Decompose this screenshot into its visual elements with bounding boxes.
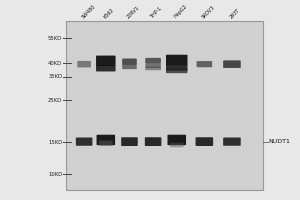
FancyBboxPatch shape	[166, 64, 188, 71]
FancyBboxPatch shape	[145, 137, 161, 146]
FancyBboxPatch shape	[122, 64, 137, 69]
FancyBboxPatch shape	[166, 55, 188, 65]
FancyBboxPatch shape	[121, 137, 138, 146]
FancyBboxPatch shape	[170, 143, 184, 147]
Text: 22RV1: 22RV1	[126, 5, 141, 19]
FancyBboxPatch shape	[99, 141, 112, 146]
Text: 35KD: 35KD	[48, 74, 62, 79]
Text: 293T: 293T	[228, 7, 241, 19]
Text: 15KD: 15KD	[48, 140, 62, 145]
FancyBboxPatch shape	[66, 21, 263, 190]
FancyBboxPatch shape	[196, 61, 212, 67]
Text: 25KD: 25KD	[48, 98, 62, 103]
FancyBboxPatch shape	[145, 64, 161, 68]
Text: 40KD: 40KD	[48, 61, 62, 66]
FancyBboxPatch shape	[122, 59, 137, 65]
FancyBboxPatch shape	[76, 138, 92, 146]
Text: SKOV3: SKOV3	[201, 4, 216, 19]
Text: SW480: SW480	[81, 3, 96, 19]
FancyBboxPatch shape	[145, 67, 161, 70]
FancyBboxPatch shape	[145, 58, 161, 64]
FancyBboxPatch shape	[223, 60, 241, 68]
Text: NUDT1: NUDT1	[269, 139, 291, 144]
Text: 55KD: 55KD	[48, 36, 62, 41]
FancyBboxPatch shape	[166, 69, 188, 73]
FancyBboxPatch shape	[96, 56, 116, 66]
Text: 10KD: 10KD	[48, 172, 62, 177]
FancyBboxPatch shape	[77, 61, 91, 67]
FancyBboxPatch shape	[223, 138, 241, 146]
FancyBboxPatch shape	[96, 65, 116, 71]
Text: THP-1: THP-1	[150, 6, 163, 19]
FancyBboxPatch shape	[167, 135, 186, 145]
Text: HepG2: HepG2	[173, 4, 189, 19]
FancyBboxPatch shape	[97, 135, 115, 145]
FancyBboxPatch shape	[196, 137, 213, 146]
Text: K562: K562	[102, 7, 115, 19]
